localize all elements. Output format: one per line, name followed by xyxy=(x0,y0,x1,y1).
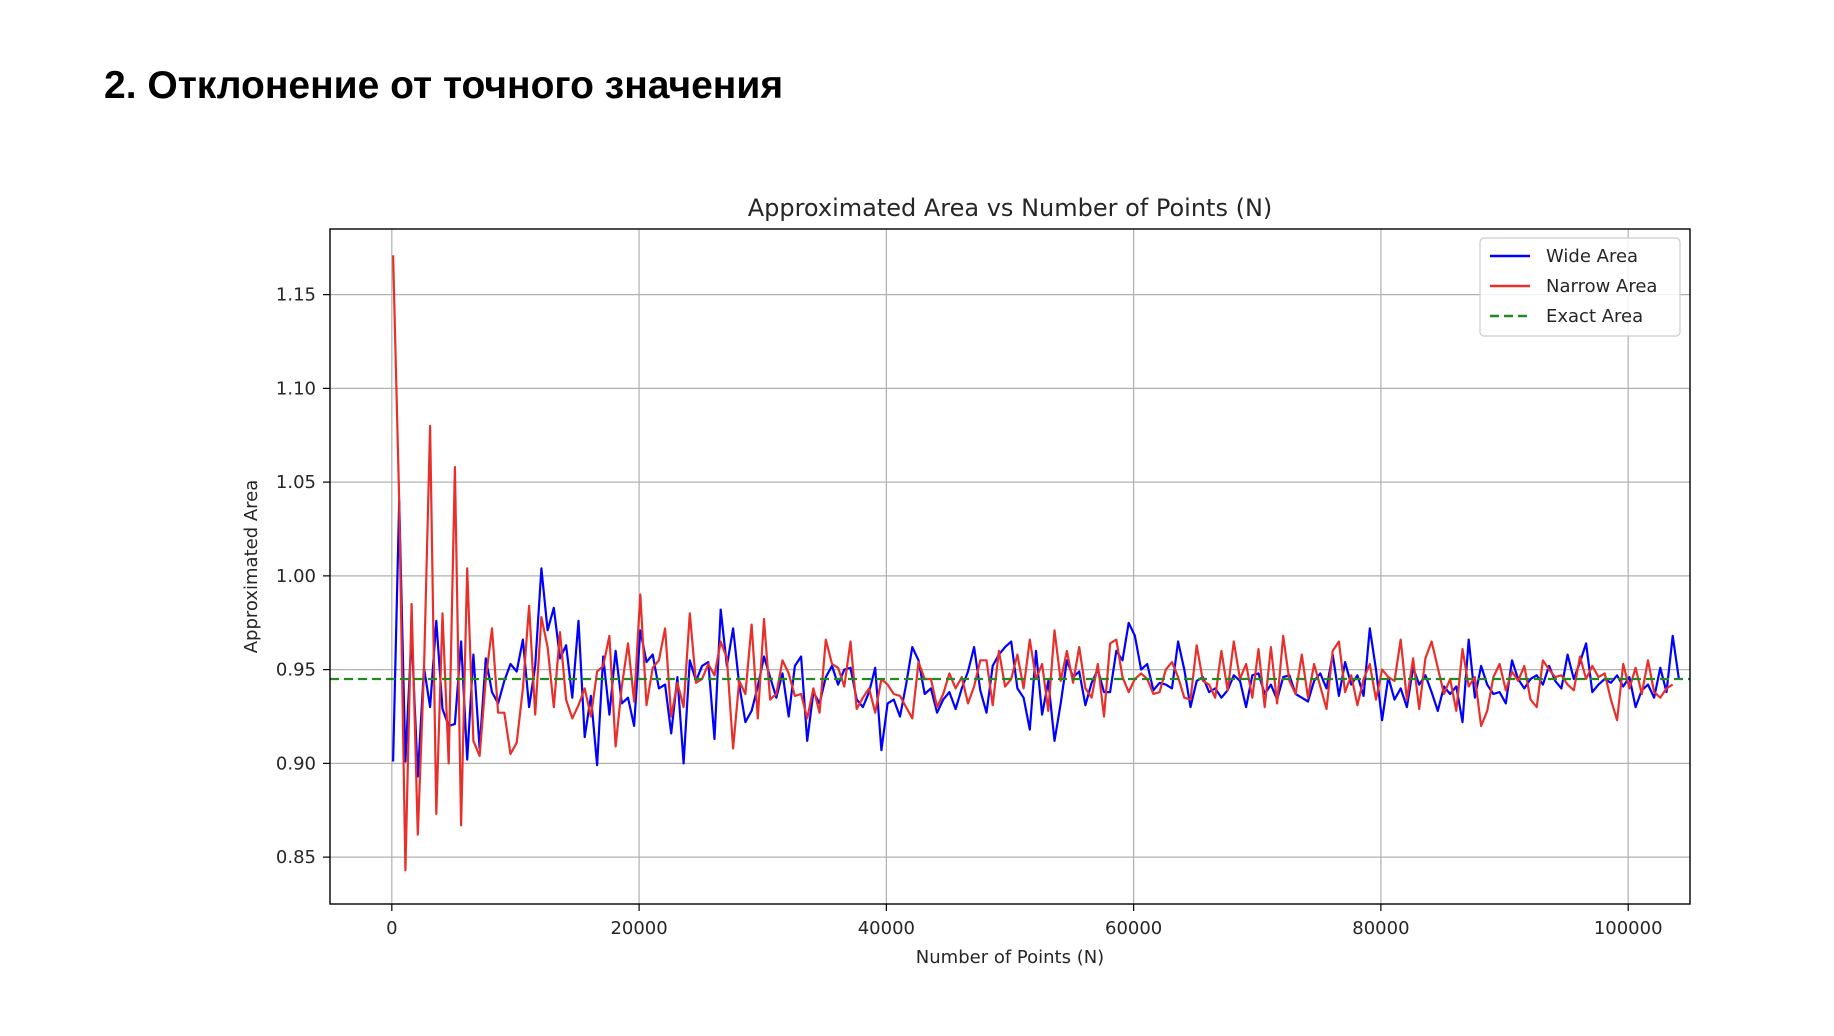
x-tick-label: 100000 xyxy=(1594,918,1663,939)
axis-ticks: 0 20000 40000 60000 80000 100000 0.85 0.90 0.95 1… xyxy=(276,285,1663,939)
y-axis-label: Approximated Area xyxy=(241,480,262,654)
chart-title: Approximated Area vs Number of Points (N… xyxy=(748,194,1273,222)
x-tick-label: 40000 xyxy=(858,918,915,939)
x-axis-label: Number of Points (N) xyxy=(916,947,1104,968)
legend-box xyxy=(1479,237,1681,337)
y-tick-label: 1.15 xyxy=(276,285,316,306)
legend-entry: Exact Area xyxy=(1546,306,1643,327)
y-tick-label: 0.90 xyxy=(276,753,316,774)
y-tick-label: 1.10 xyxy=(276,378,316,399)
y-tick-label: 0.95 xyxy=(276,660,316,681)
x-tick-label: 20000 xyxy=(610,918,667,939)
legend-entry: Narrow Area xyxy=(1546,276,1657,297)
plot-frame xyxy=(329,228,1691,905)
x-tick-label: 0 xyxy=(386,918,397,939)
x-tick-label: 60000 xyxy=(1105,918,1162,939)
series-lines xyxy=(330,255,1690,872)
slide-title: 2. Отклонение от точного значения xyxy=(104,64,784,107)
y-tick-label: 0.85 xyxy=(276,847,316,868)
legend: Wide Area Narrow Area Exact Area xyxy=(1479,237,1681,337)
y-tick-label: 1.05 xyxy=(276,472,316,493)
x-tick-label: 80000 xyxy=(1352,918,1409,939)
wide-area-line xyxy=(392,499,1680,778)
narrow-area-line xyxy=(392,255,1674,872)
y-tick-label: 1.00 xyxy=(276,566,316,587)
legend-entry: Wide Area xyxy=(1546,246,1638,267)
